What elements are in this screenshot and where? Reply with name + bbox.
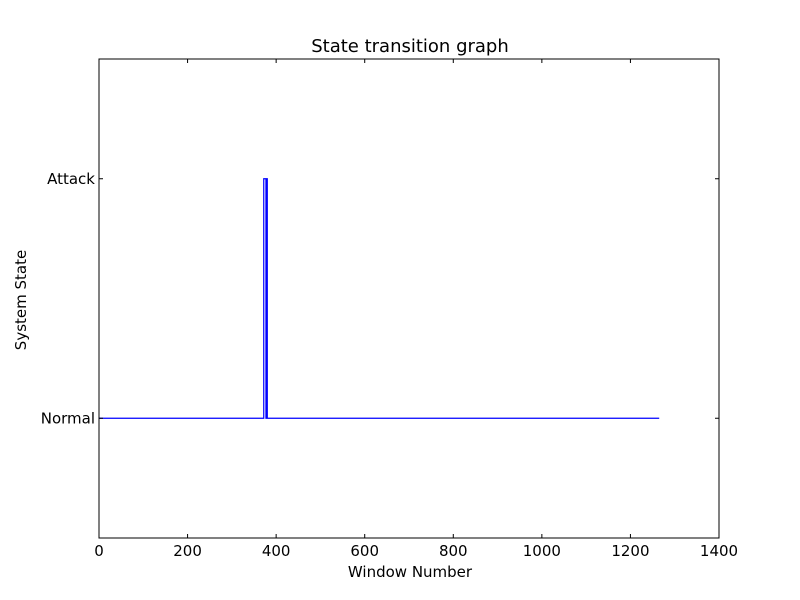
x-tick-label: 1000 <box>523 542 561 560</box>
plot-area <box>99 178 660 419</box>
x-axis: 0 200 400 600 800 1000 1200 1400 <box>94 59 738 560</box>
x-tick-label: 600 <box>350 542 379 560</box>
x-tick-label: 400 <box>262 542 291 560</box>
x-tick-label: 1200 <box>611 542 649 560</box>
y-axis: Normal Attack <box>41 170 719 427</box>
y-tick-label: Attack <box>47 170 95 188</box>
y-tick-label: Normal <box>41 409 95 427</box>
x-tick-label: 0 <box>94 542 104 560</box>
x-axis-label: Window Number <box>348 563 473 581</box>
x-tick-label: 800 <box>439 542 468 560</box>
y-axis-label: System State <box>12 250 30 350</box>
series-line-0 <box>99 178 660 419</box>
axes-frame <box>98 58 720 539</box>
x-tick-label: 1400 <box>700 542 738 560</box>
x-tick-label: 200 <box>173 542 202 560</box>
chart-title: State transition graph <box>311 36 509 57</box>
